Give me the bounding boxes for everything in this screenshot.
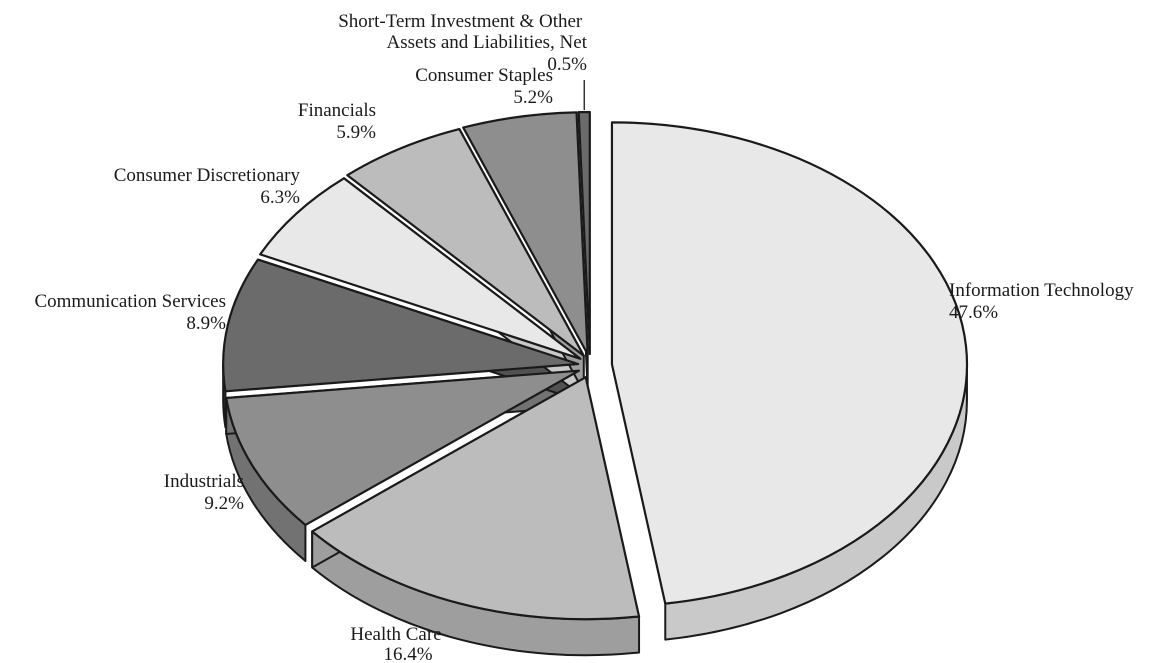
pie-slice-consumer-discretionary bbox=[259, 177, 582, 360]
value-financials: 5.9% bbox=[336, 122, 376, 143]
value-communication-services: 8.9% bbox=[186, 313, 226, 334]
value-health-care: 16.4% bbox=[383, 644, 432, 663]
pie-slice-consumer-staples bbox=[462, 111, 589, 356]
label-short-term-investment-line-2: Assets and Liabilities, Net bbox=[386, 32, 587, 53]
value-short-term-investment: 0.5% bbox=[547, 54, 587, 75]
pie-tops bbox=[222, 110, 969, 621]
pie-slice-information-technology bbox=[610, 121, 969, 605]
pie-slice-health-care bbox=[311, 376, 641, 621]
label-health-care: Health Care bbox=[350, 624, 441, 645]
pie-slice-industrials bbox=[225, 369, 581, 527]
label-consumer-staples: Consumer Staples bbox=[415, 65, 553, 86]
label-information-technology: Information Technology bbox=[949, 280, 1134, 301]
label-communication-services: Communication Services bbox=[34, 291, 226, 312]
value-consumer-discretionary: 6.3% bbox=[260, 187, 300, 208]
label-industrials: Industrials bbox=[164, 471, 244, 492]
label-short-term-investment: Short-Term Investment & Other Assets and… bbox=[338, 11, 587, 53]
label-consumer-discretionary: Consumer Discretionary bbox=[114, 165, 301, 186]
pie-slice-short-term-investment-other-assets-and-liabilities-net bbox=[577, 110, 591, 356]
label-financials: Financials bbox=[298, 100, 376, 121]
value-consumer-staples: 5.2% bbox=[513, 87, 553, 108]
pie-slice-communication-services bbox=[222, 258, 580, 393]
value-industrials: 9.2% bbox=[204, 493, 244, 514]
pie-slice-financials bbox=[346, 127, 585, 357]
label-short-term-investment-line-1: Short-Term Investment & Other bbox=[338, 11, 583, 32]
value-information-technology: 47.6% bbox=[949, 302, 998, 323]
